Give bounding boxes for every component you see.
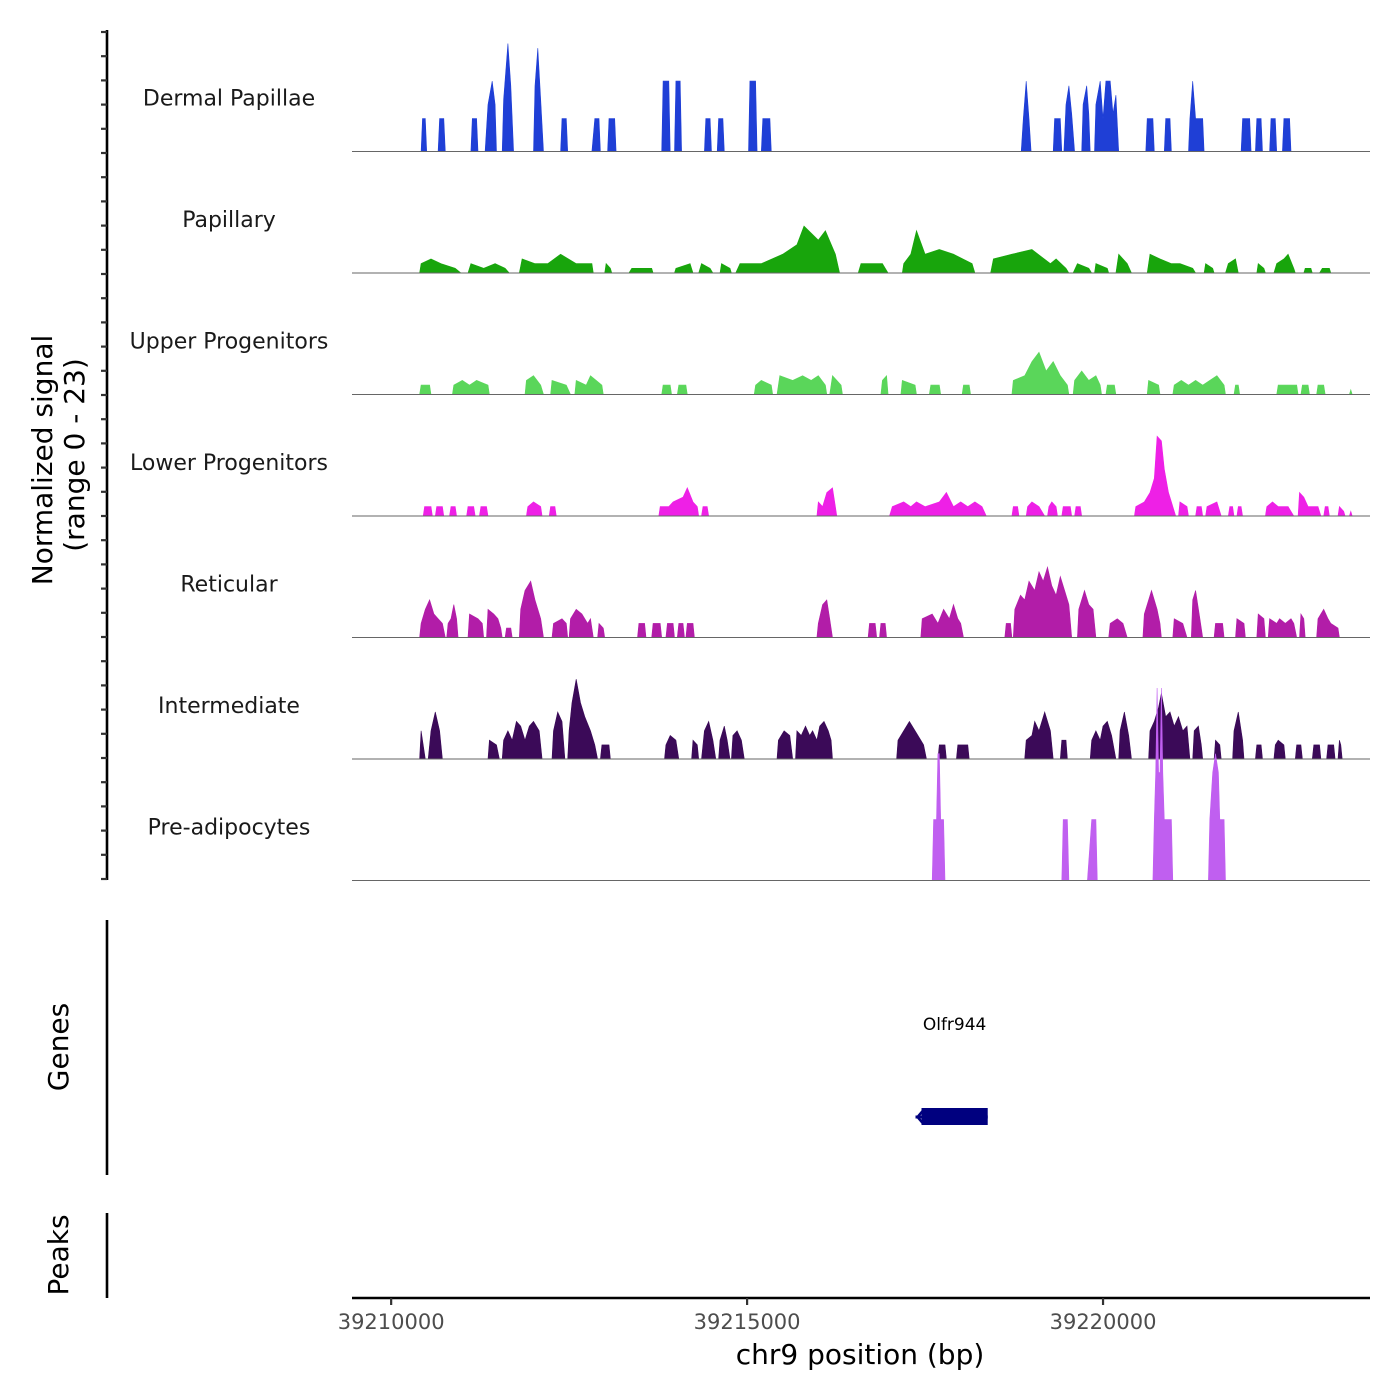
- track-lower-progenitors: Lower Progenitors: [130, 435, 1370, 517]
- coverage-area: [419, 225, 1332, 274]
- x-tick-label: 39210000: [338, 1310, 445, 1334]
- gene-exon: [921, 1108, 988, 1125]
- signal-tracks: Dermal Papillae Papillary Upper Progenitor…: [130, 43, 1370, 881]
- coverage-area: [422, 435, 1353, 517]
- coverage-area: [931, 687, 1226, 881]
- strand-arrow: [915, 1109, 925, 1125]
- genes-track-title: Genes: [42, 1003, 75, 1091]
- x-tick-label: 39215000: [694, 1310, 801, 1334]
- track-label: Lower Progenitors: [130, 451, 328, 476]
- y-axis-title-line2: (range 0 - 23): [58, 358, 91, 552]
- coverage-area: [419, 351, 1353, 395]
- track-reticular: Reticular: [180, 565, 1370, 638]
- track-pre-adipocytes: Pre-adipocytes: [148, 687, 1370, 881]
- coverage-area: [420, 43, 1292, 152]
- track-dermal-papillae: Dermal Papillae: [143, 43, 1370, 152]
- track-label: Papillary: [182, 208, 276, 233]
- track-upper-progenitors: Upper Progenitors: [130, 330, 1370, 395]
- track-label: Intermediate: [158, 694, 300, 719]
- signal-y-ticks: [101, 30, 107, 881]
- track-intermediate: Intermediate: [158, 679, 1370, 760]
- track-label: Pre-adipocytes: [148, 816, 311, 841]
- track-label: Reticular: [180, 573, 278, 598]
- y-axis-title-line1: Normalized signal: [26, 335, 59, 586]
- x-axis-title: chr9 position (bp): [736, 1338, 985, 1371]
- gene-label: Olfr944: [923, 1015, 987, 1035]
- x-axis-ticks: 39210000 39215000 39220000: [338, 1298, 1157, 1334]
- peaks-track-title: Peaks: [42, 1214, 75, 1295]
- coverage-area: [419, 565, 1340, 638]
- gene-olfr944: Olfr944: [915, 1015, 988, 1125]
- track-label: Dermal Papillae: [143, 87, 315, 112]
- track-papillary: Papillary: [182, 208, 1370, 274]
- coverage-area: [419, 679, 1343, 760]
- x-tick-label: 39220000: [1050, 1310, 1157, 1334]
- track-label: Upper Progenitors: [130, 330, 329, 355]
- gene-annotations: Olfr944: [915, 1015, 988, 1125]
